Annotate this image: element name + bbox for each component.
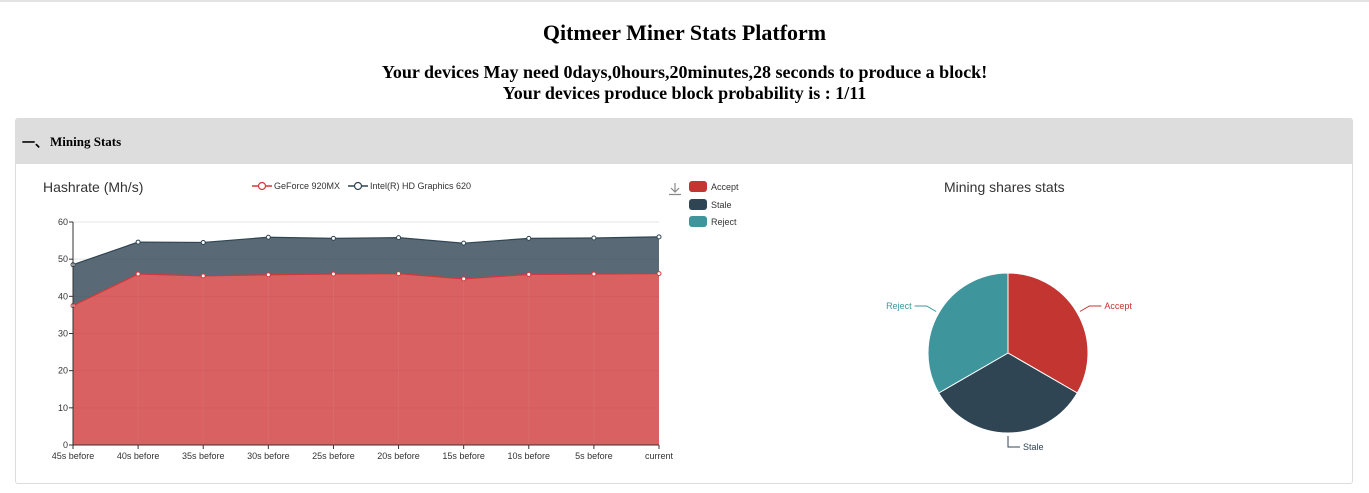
legend-item-stale[interactable]: Stale <box>689 199 732 210</box>
pie-label: Accept <box>1104 301 1132 311</box>
x-tick-label: 45s before <box>52 451 95 461</box>
panel-title: Mining Stats <box>50 133 122 149</box>
pie-slice-stale[interactable] <box>938 352 1078 434</box>
x-tick-label: 25s before <box>312 451 355 461</box>
hashrate-chart-title: Hashrate (Mh/s) <box>43 179 144 195</box>
legend-label: GeForce 920MX <box>274 181 341 191</box>
data-point-geforce[interactable] <box>656 271 662 277</box>
mining-stats-panel: 一、 Mining Stats <box>15 118 1353 484</box>
series-area-geforce <box>73 273 659 445</box>
data-point-geforce[interactable] <box>461 276 467 282</box>
legend-swatch-accept <box>689 181 707 192</box>
block-probability: Your devices produce block probability i… <box>502 83 867 103</box>
y-tick-label: 30 <box>58 329 68 339</box>
legend-swatch-reject <box>689 216 707 227</box>
data-point-intel[interactable] <box>461 240 467 246</box>
data-point-geforce[interactable] <box>591 271 597 277</box>
x-tick-label: 30s before <box>247 451 290 461</box>
y-tick-label: 20 <box>58 366 68 376</box>
pie-label: Stale <box>1023 442 1044 452</box>
data-point-intel[interactable] <box>656 234 662 240</box>
data-point-intel[interactable] <box>200 239 206 245</box>
y-tick-label: 50 <box>58 254 68 264</box>
legend-item-geforce[interactable]: GeForce 920MX <box>252 181 340 191</box>
data-point-geforce[interactable] <box>396 271 402 277</box>
y-tick-label: 0 <box>63 440 68 450</box>
x-tick-label: 20s before <box>377 451 420 461</box>
y-tick-label: 10 <box>58 403 68 413</box>
pie-slice-reject[interactable] <box>927 272 1009 394</box>
data-point-geforce[interactable] <box>265 272 271 278</box>
y-tick-label: 60 <box>58 217 68 227</box>
download-icon[interactable] <box>668 182 682 196</box>
series-area-intel <box>73 236 659 306</box>
pie-label: Reject <box>886 301 912 311</box>
legend-line-marker-icon <box>252 181 272 191</box>
series-line-intel <box>72 236 660 266</box>
legend-swatch-stale <box>689 199 707 210</box>
x-tick-label: 15s before <box>442 451 485 461</box>
data-point-intel[interactable] <box>396 235 402 241</box>
legend-label: Accept <box>711 181 739 192</box>
data-point-intel[interactable] <box>330 235 336 241</box>
data-point-intel[interactable] <box>135 239 141 245</box>
data-point-geforce[interactable] <box>200 273 206 279</box>
data-point-geforce[interactable] <box>330 271 336 277</box>
x-tick-label: 10s before <box>508 451 551 461</box>
data-point-intel[interactable] <box>591 235 597 241</box>
panel-header[interactable]: 一、 Mining Stats <box>16 119 1352 164</box>
pie-label-line <box>1079 305 1102 312</box>
legend-line-marker-icon <box>348 181 368 191</box>
x-tick-label: 5s before <box>575 451 613 461</box>
series-line-geforce <box>72 273 660 307</box>
block-estimate: Your devices May need 0days,0hours,20min… <box>0 62 1369 104</box>
panel-number: 一、 <box>22 135 49 150</box>
pie-label-line <box>1007 436 1020 448</box>
data-point-geforce[interactable] <box>135 271 141 277</box>
legend-label: Intel(R) HD Graphics 620 <box>370 181 472 191</box>
legend-item-intel[interactable]: Intel(R) HD Graphics 620 <box>348 181 471 191</box>
shares-chart-title: Mining shares stats <box>944 179 1065 195</box>
pie-label-line <box>914 305 937 312</box>
y-tick-label: 40 <box>58 291 68 301</box>
legend-label: Stale <box>711 199 732 210</box>
legend-item-reject[interactable]: Reject <box>689 216 737 227</box>
x-tick-label: 40s before <box>117 451 160 461</box>
data-point-geforce[interactable] <box>526 271 532 277</box>
data-point-intel[interactable] <box>265 234 271 240</box>
page-title: Qitmeer Miner Stats Platform <box>542 20 827 45</box>
x-tick-label: current <box>645 451 674 461</box>
legend-item-accept[interactable]: Accept <box>689 181 739 192</box>
pie-slice-accept[interactable] <box>1007 272 1089 394</box>
block-time-estimate: Your devices May need 0days,0hours,20min… <box>381 62 988 82</box>
x-tick-label: 35s before <box>182 451 225 461</box>
legend-label: Reject <box>711 216 737 227</box>
data-point-intel[interactable] <box>526 235 532 241</box>
